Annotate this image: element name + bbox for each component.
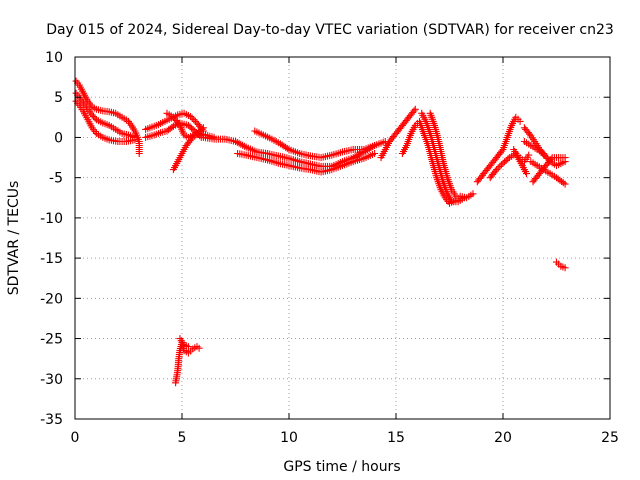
data-point [540, 151, 548, 159]
track-marker [191, 117, 199, 125]
data-point [199, 124, 207, 132]
series-s2 [72, 89, 139, 141]
track-marker [90, 113, 97, 120]
series-s15 [473, 113, 524, 186]
data-point [184, 343, 192, 351]
series-s9 [234, 150, 379, 176]
data-points [72, 77, 569, 387]
data-point [131, 136, 139, 144]
series-s17 [510, 146, 530, 178]
y-tick-label: -25 [40, 332, 63, 348]
track-marker [410, 107, 418, 115]
data-point [135, 150, 143, 157]
series-s1 [72, 77, 143, 157]
data-point [371, 142, 379, 149]
data-point [516, 117, 524, 125]
data-point [195, 344, 203, 352]
x-tick-label: 15 [387, 430, 405, 446]
data-point [561, 154, 569, 162]
y-tick-label: -30 [40, 372, 63, 388]
data-point [523, 170, 530, 178]
data-point [561, 264, 569, 272]
track-marker [526, 130, 533, 138]
series-s10 [251, 127, 379, 162]
track-marker [496, 162, 504, 170]
data-point [88, 111, 96, 119]
track-marker [494, 164, 502, 172]
y-tick-label: 0 [54, 130, 63, 146]
x-tick-label: 5 [178, 430, 187, 446]
series-s3 [72, 97, 139, 145]
track-marker [547, 155, 555, 163]
track-marker [283, 144, 291, 152]
track-marker [188, 114, 196, 122]
data-point [525, 151, 533, 159]
y-tick-label: -20 [40, 291, 63, 307]
series-s20 [529, 154, 569, 186]
data-point [452, 192, 460, 200]
track-marker [498, 147, 506, 155]
y-tick-label: -5 [49, 171, 63, 187]
x-tick-label: 0 [71, 430, 80, 446]
chart-title: Day 015 of 2024, Sidereal Day-to-day VTE… [46, 22, 614, 38]
series-s21 [520, 124, 548, 159]
track-marker [491, 167, 499, 175]
y-tick-label: 5 [54, 90, 63, 106]
series-s7 [169, 129, 218, 174]
series-s24 [176, 335, 192, 351]
track-marker [504, 155, 512, 163]
y-tick-label: -10 [40, 211, 63, 227]
track-marker [497, 161, 505, 169]
track-marker [190, 116, 198, 124]
y-axis-label: SDTVAR / TECUs [6, 181, 22, 296]
series-s22 [553, 258, 569, 272]
data-point [561, 180, 569, 188]
series-s14 [426, 109, 460, 200]
track-marker [168, 123, 176, 131]
axis-ticks: 10 5 0 -5 -10 -15 -20 -25 -30 -35 0 5 10 15 20 25 [40, 50, 619, 446]
x-tick-label: 10 [280, 430, 298, 446]
track-marker [187, 135, 195, 143]
data-point [461, 194, 468, 202]
series-s13 [418, 109, 468, 206]
data-point [187, 113, 195, 120]
x-tick-label: 25 [601, 430, 619, 446]
x-axis-label: GPS time / hours [283, 459, 400, 475]
y-tick-label: 10 [45, 50, 63, 66]
series-s11 [377, 105, 419, 162]
y-tick-label: -35 [40, 412, 63, 428]
data-point [469, 190, 477, 198]
data-point [493, 166, 501, 174]
plot-frame [74, 56, 611, 420]
data-point [371, 150, 379, 157]
grid [75, 57, 610, 419]
y-tick-label: -15 [40, 251, 63, 267]
data-point [411, 105, 419, 113]
x-tick-label: 20 [494, 430, 512, 446]
